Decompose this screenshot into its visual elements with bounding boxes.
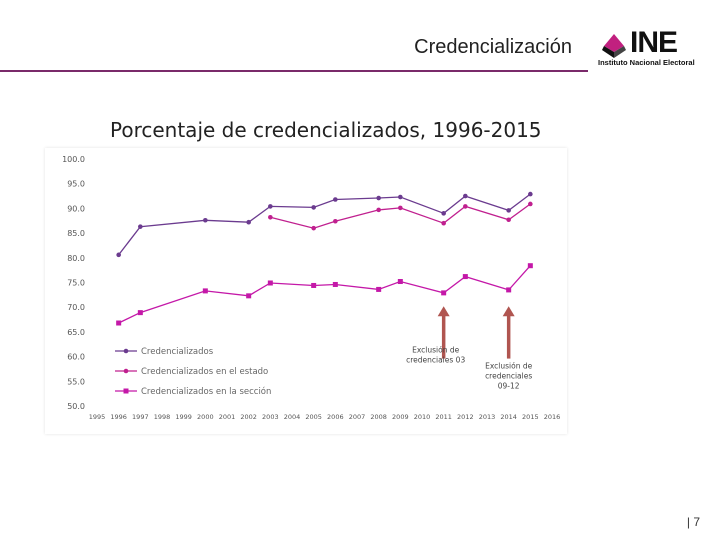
data-point xyxy=(463,204,468,209)
x-tick-label: 2015 xyxy=(522,413,539,421)
x-tick-label: 2003 xyxy=(262,413,279,421)
x-tick-label: 1999 xyxy=(175,413,192,421)
data-point xyxy=(311,205,316,210)
annotation-label: credenciales xyxy=(485,371,532,380)
data-point xyxy=(116,252,121,258)
x-tick-label: 2006 xyxy=(327,413,344,421)
x-tick-label: 2004 xyxy=(284,413,301,421)
chart-title: Porcentaje de credencializados, 1996-201… xyxy=(110,118,542,142)
data-point xyxy=(527,263,533,269)
data-point xyxy=(441,290,447,296)
header-divider xyxy=(0,70,588,72)
data-point xyxy=(311,282,317,288)
y-tick-label: 95.0 xyxy=(67,180,85,189)
x-tick-label: 1995 xyxy=(89,413,106,421)
y-tick-label: 80.0 xyxy=(67,254,85,263)
data-point xyxy=(267,280,273,286)
data-point xyxy=(528,191,533,197)
logo-text: INE xyxy=(630,26,678,59)
y-tick-label: 65.0 xyxy=(67,328,85,337)
data-point xyxy=(462,274,468,280)
annotation-label: Exclusión de xyxy=(485,361,532,370)
data-point xyxy=(528,201,533,207)
annotation-label: credenciales 03 xyxy=(406,356,465,365)
x-tick-label: 2012 xyxy=(457,413,474,421)
x-tick-label: 2009 xyxy=(392,413,409,421)
data-point xyxy=(506,208,511,213)
x-tick-label: 2001 xyxy=(219,413,236,421)
data-point xyxy=(203,217,208,223)
data-point xyxy=(441,220,446,226)
legend-swatch-marker xyxy=(123,348,129,354)
y-tick-label: 70.0 xyxy=(67,303,85,312)
x-tick-label: 2013 xyxy=(479,413,496,421)
data-point xyxy=(116,320,122,326)
line-chart: 50.0 55.0 60.0 65.0 70.0 75.0 80.0 85.0 90.0 95.0… xyxy=(62,155,561,421)
x-tick-label: 2011 xyxy=(435,413,452,421)
data-point xyxy=(398,194,403,200)
data-point xyxy=(441,211,446,216)
chart-container: 50.0 55.0 60.0 65.0 70.0 75.0 80.0 85.0 90.0 95.0… xyxy=(45,148,567,434)
y-tick-label: 75.0 xyxy=(67,279,85,288)
annotation-label: Exclusión de xyxy=(412,346,459,355)
data-point xyxy=(376,207,381,213)
page-number: | 7 xyxy=(686,515,700,529)
annotation-arrow-head xyxy=(437,306,450,317)
data-point xyxy=(333,218,338,224)
annotation-arrow-head xyxy=(502,306,515,317)
data-point xyxy=(246,219,251,225)
page-title: Credencialización xyxy=(414,36,572,58)
y-tick-label: 60.0 xyxy=(67,353,85,362)
series-line-3 xyxy=(118,265,531,324)
data-point xyxy=(506,287,512,293)
y-tick-label: 85.0 xyxy=(67,229,85,238)
legend-label: Credencializados en la sección xyxy=(141,386,271,397)
data-point xyxy=(332,281,338,287)
data-point xyxy=(376,286,382,292)
y-tick-label: 100.0 xyxy=(62,155,85,164)
data-point xyxy=(268,214,273,220)
legend-swatch-marker xyxy=(123,368,129,374)
x-tick-label: 2000 xyxy=(197,413,214,421)
x-tick-label: 1997 xyxy=(132,413,149,421)
y-tick-label: 50.0 xyxy=(67,402,85,411)
x-tick-label: 2002 xyxy=(240,413,257,421)
legend-label: Credencializados en el estado xyxy=(141,367,268,377)
data-point xyxy=(137,310,143,316)
x-tick-label: 2014 xyxy=(500,413,517,421)
data-point xyxy=(202,288,208,294)
x-tick-label: 1998 xyxy=(154,413,171,421)
x-tick-label: 1996 xyxy=(110,413,127,421)
data-point xyxy=(398,205,403,211)
ine-logo-icon xyxy=(602,34,626,58)
data-point xyxy=(268,204,273,209)
x-tick-label: 2005 xyxy=(305,413,322,421)
logo-subtitle: Instituto Nacional Electoral xyxy=(598,58,695,67)
y-tick-label: 55.0 xyxy=(67,377,85,386)
data-point xyxy=(397,279,403,285)
data-point xyxy=(311,225,316,231)
x-tick-label: 2007 xyxy=(349,413,366,421)
data-point xyxy=(463,193,468,199)
legend-swatch-marker xyxy=(123,388,129,394)
data-point xyxy=(333,197,338,202)
data-point xyxy=(506,217,511,223)
legend-label: Credencializados xyxy=(141,347,214,357)
x-tick-label: 2010 xyxy=(414,413,431,421)
x-tick-label: 2016 xyxy=(544,413,561,421)
ine-logo: INE Instituto Nacional Electoral xyxy=(598,26,710,70)
x-tick-label: 2008 xyxy=(370,413,387,421)
data-point xyxy=(376,195,381,201)
y-tick-label: 90.0 xyxy=(67,204,85,213)
annotation-label: 09-12 xyxy=(498,381,520,390)
data-point xyxy=(246,293,252,299)
data-point xyxy=(138,224,143,229)
